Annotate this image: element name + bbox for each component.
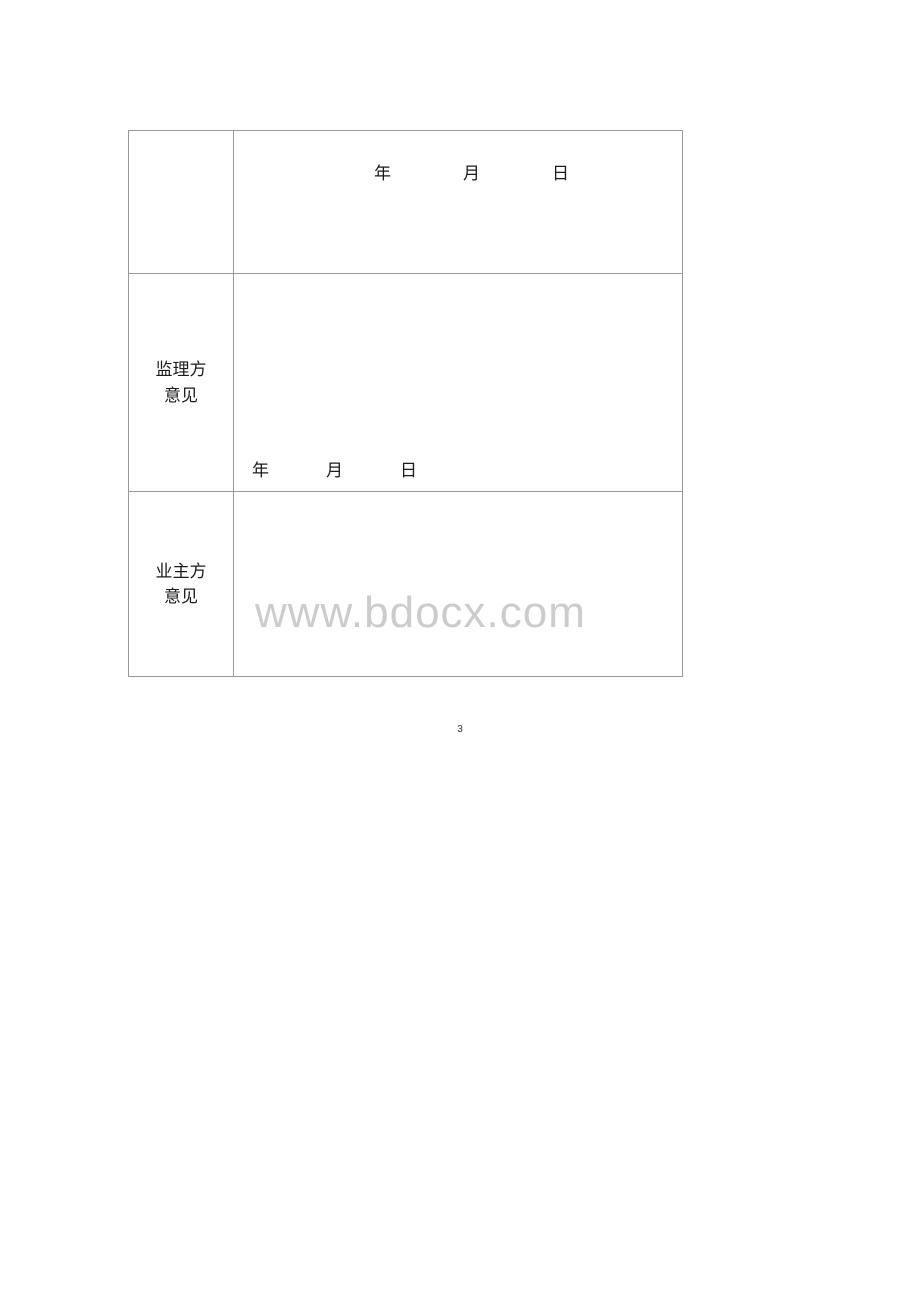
- month-label: 月: [326, 461, 345, 480]
- row1-label-cell: [129, 131, 234, 273]
- row2-content-cell: 年月日: [234, 274, 682, 491]
- day-label: 日: [400, 461, 419, 480]
- table-row-owner: 业主方 意见: [129, 492, 682, 676]
- page-number: 3: [0, 724, 920, 735]
- owner-label-line1: 业主方: [156, 559, 207, 585]
- row2-date-line: 年月日: [252, 456, 419, 481]
- row2-label-cell: 监理方 意见: [129, 274, 234, 491]
- day-label: 日: [552, 164, 571, 183]
- table-row-date: 年月日: [129, 131, 682, 274]
- row1-content-cell: 年月日: [234, 131, 682, 273]
- row3-content-cell: [234, 492, 682, 676]
- row1-date-line: 年月日: [304, 159, 571, 184]
- owner-label-line2: 意见: [164, 584, 198, 610]
- year-label: 年: [374, 164, 393, 183]
- supervisor-label-line1: 监理方: [156, 357, 207, 383]
- table-row-supervisor: 监理方 意见 年 月 日: [129, 274, 682, 492]
- row3-label-cell: 业主方 意见: [129, 492, 234, 676]
- year-label: 年: [252, 461, 271, 480]
- form-table: 年月日 监理方 意见 年月日 业主方 意见: [128, 130, 683, 677]
- month-label: 月: [463, 164, 482, 183]
- supervisor-label-line2: 意见: [164, 383, 198, 409]
